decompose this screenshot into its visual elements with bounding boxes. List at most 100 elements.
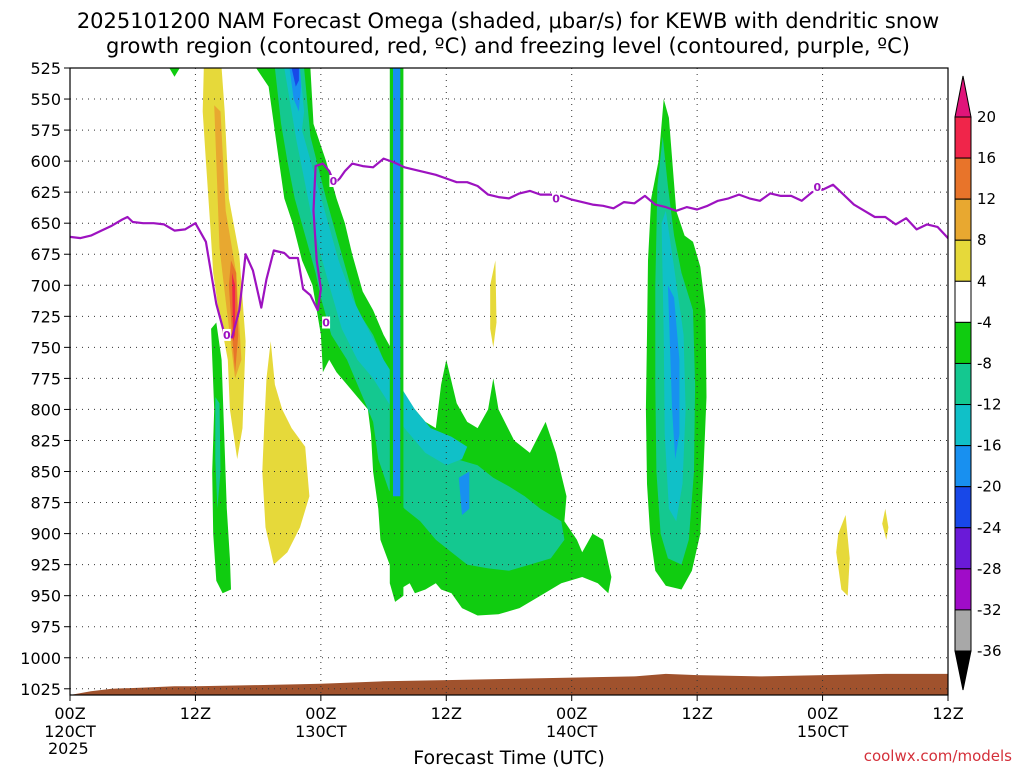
omega-region-yellow-small-right: [836, 515, 850, 596]
omega-shading-layer: [169, 68, 889, 616]
colorbar-label: -4: [977, 313, 992, 331]
freezing-label-bg: [813, 181, 822, 194]
omega-region-cool-green-upper-left: [169, 68, 180, 77]
colorbar-bottom-arrow: [954, 650, 972, 691]
colorbar-label: -32: [977, 601, 1002, 619]
omega-region-main-ascent-12: [284, 68, 468, 466]
y-tick-label: 800: [30, 400, 61, 419]
colorbar-label: -28: [977, 560, 1002, 578]
freezing-label-bg: [322, 316, 331, 329]
x-tick-label: 12Z: [932, 704, 963, 723]
freezing-level-label: 0: [552, 192, 560, 205]
freezing-level-label: 0: [322, 317, 330, 330]
x-tick-label: 00Z: [54, 704, 85, 723]
colorbar-label: 4: [977, 272, 987, 290]
x-tick-year: 2025: [48, 739, 89, 758]
y-tick-label: 725: [30, 307, 61, 326]
x-tick-label: 12Z: [180, 704, 211, 723]
colorbar-bin: [954, 239, 972, 282]
freezing-level-label: 0: [223, 329, 231, 342]
omega-region-column-ascent-core: [393, 68, 401, 497]
omega-region-descent-core-20: [232, 272, 236, 342]
y-tick-label: 950: [30, 587, 61, 606]
colorbar-label: -12: [977, 396, 1002, 414]
y-tick-label: 975: [30, 618, 61, 637]
plot-frame: [69, 67, 949, 696]
colorbar-label: -16: [977, 437, 1002, 455]
omega-region-main-ascent-8: [274, 68, 565, 571]
x-axis-title: Forecast Time (UTC): [413, 747, 604, 768]
colorbar-bin: [954, 445, 972, 488]
freezing-label-bg: [329, 174, 338, 187]
y-tick-label: 625: [30, 183, 61, 202]
x-tick-label: 12Z: [431, 704, 462, 723]
x-tick-date: 130CT: [295, 722, 347, 741]
colorbar-bin: [954, 157, 972, 200]
freezing-label-bg: [552, 192, 561, 205]
credit-link[interactable]: coolwx.com/models: [864, 747, 1012, 765]
colorbar-bin: [954, 280, 972, 323]
x-tick-date: 120CT: [44, 722, 96, 741]
colorbar-label: 20: [977, 108, 996, 126]
colorbar-bin: [954, 486, 972, 529]
terrain-fill: [70, 673, 948, 695]
colorbar-bin: [954, 321, 972, 364]
y-tick-label: 925: [30, 556, 61, 575]
omega-region-yellow-lower-left: [262, 341, 310, 565]
y-tick-label: 750: [30, 338, 61, 357]
y-tick-label: 825: [30, 431, 61, 450]
freezing-level-label: 0: [814, 181, 822, 194]
omega-region-yellow-small-mid: [490, 260, 497, 348]
freezing-level-label: 0: [330, 175, 338, 188]
colorbar-label: -8: [977, 354, 992, 372]
x-tick-label: 12Z: [681, 704, 712, 723]
y-tick-label: 1000: [20, 649, 61, 668]
omega-region-yellow-tiny-right: [882, 508, 889, 540]
y-tick-label: 1025: [20, 680, 61, 699]
y-axis: 525 550 575 600 625 650 675 700 725 750 775 800 825 8…: [20, 59, 70, 699]
chart-title-line-2: growth region (contoured, red, ºC) and f…: [106, 34, 910, 58]
colorbar-top-arrow: [954, 75, 972, 118]
colorbar-bin: [954, 116, 972, 159]
y-tick-label: 600: [30, 152, 61, 171]
x-tick-date: 150CT: [797, 722, 849, 741]
y-tick-label: 900: [30, 525, 61, 544]
terrain-layer: [70, 673, 948, 695]
omega-region-green-lower-left: [211, 322, 231, 594]
chart-title-line-1: 2025101200 NAM Forecast Omega (shaded, μ…: [77, 9, 939, 33]
colorbar-label: -36: [977, 642, 1002, 660]
colorbar-label: 16: [977, 149, 996, 167]
y-tick-label: 850: [30, 463, 61, 482]
y-tick-label: 575: [30, 121, 61, 140]
colorbar-bin: [954, 609, 972, 652]
x-tick-label: 00Z: [807, 704, 838, 723]
x-tick-label: 00Z: [305, 704, 336, 723]
colorbar: 20 16 12 8 4 -4 -8 -12 -16 -20 -24 -28 -32 -36: [954, 75, 1002, 691]
x-tick-date: 140CT: [546, 722, 598, 741]
colorbar-label: -24: [977, 519, 1002, 537]
grid-layer: [70, 67, 948, 695]
colorbar-label: 8: [977, 231, 987, 249]
y-tick-label: 675: [30, 245, 61, 264]
colorbar-bin: [954, 198, 972, 241]
colorbar-label: -20: [977, 478, 1002, 496]
freezing-label-bg: [222, 328, 231, 341]
colorbar-label: 12: [977, 190, 996, 208]
y-tick-label: 650: [30, 214, 61, 233]
y-tick-label: 550: [30, 90, 61, 109]
colorbar-bin: [954, 568, 972, 611]
omega-region-right-ascent-16: [667, 285, 680, 460]
x-tick-label: 00Z: [556, 704, 587, 723]
omega-region-main-ascent-band: [256, 68, 612, 616]
omega-region-main-ascent-16-mid: [458, 471, 470, 515]
colorbar-bin: [954, 404, 972, 447]
colorbar-bin: [954, 362, 972, 406]
omega-region-green-lower-left-core: [215, 397, 221, 509]
freezing-level-layer: 0 0 0 0 0: [70, 157, 948, 342]
y-tick-label: 700: [30, 276, 61, 295]
y-tick-label: 525: [30, 59, 61, 78]
y-tick-label: 775: [30, 369, 61, 388]
colorbar-bin: [954, 527, 972, 570]
